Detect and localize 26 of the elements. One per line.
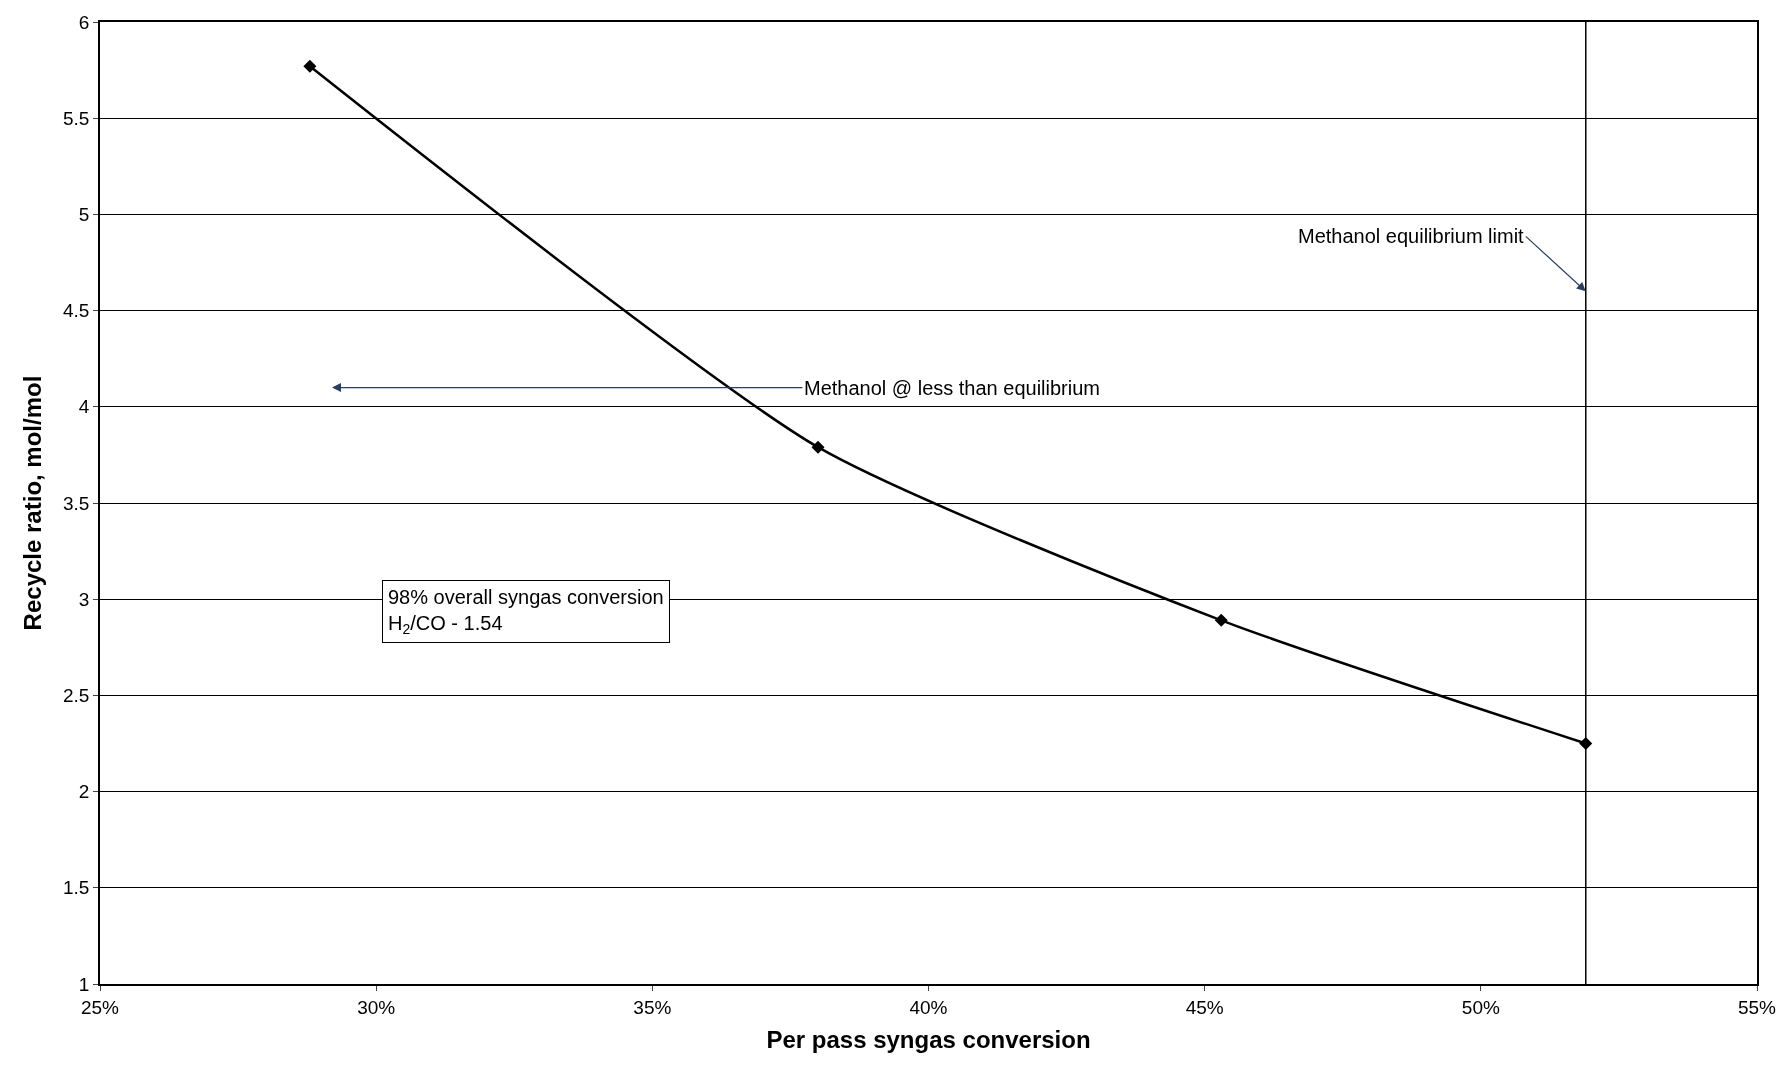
y-tick-label: 3 [78, 588, 90, 610]
x-tick-label: 55% [1737, 996, 1777, 1018]
y-tick-label: 2.5 [63, 685, 90, 707]
y-tick-label: 4 [78, 396, 90, 418]
y-axis-title: Recycle ratio, mol/mol [18, 375, 46, 631]
ref-line-label: Methanol equilibrium limit [1298, 225, 1525, 247]
annotation: Methanol @ less than equilibrium [804, 377, 1101, 399]
x-tick-label: 25% [80, 996, 120, 1018]
x-tick-label: 45% [1185, 996, 1224, 1018]
y-tick-label: 6 [78, 11, 90, 33]
x-tick-label: 35% [633, 996, 672, 1018]
y-tick-label: 3.5 [63, 492, 90, 514]
x-tick-label: 30% [357, 996, 396, 1018]
y-tick-label: 5 [78, 204, 90, 226]
annotation: 98% overall syngas conversion H$_{2}$/CO - 1.54 [388, 586, 664, 638]
point [811, 440, 825, 454]
point [303, 59, 317, 73]
y-tick-label: 5.5 [63, 107, 90, 129]
x-axis-title: Per pass syngas conversion [766, 1026, 1091, 1054]
y-tick-label: 1 [78, 973, 90, 995]
x-tick-label: 40% [909, 996, 948, 1018]
y-tick-label: 4.5 [63, 300, 90, 322]
x-tick-label: 50% [1461, 996, 1500, 1018]
y-tick-label: 2 [78, 781, 90, 803]
point [1214, 613, 1228, 627]
y-tick-label: 1.5 [63, 877, 90, 899]
